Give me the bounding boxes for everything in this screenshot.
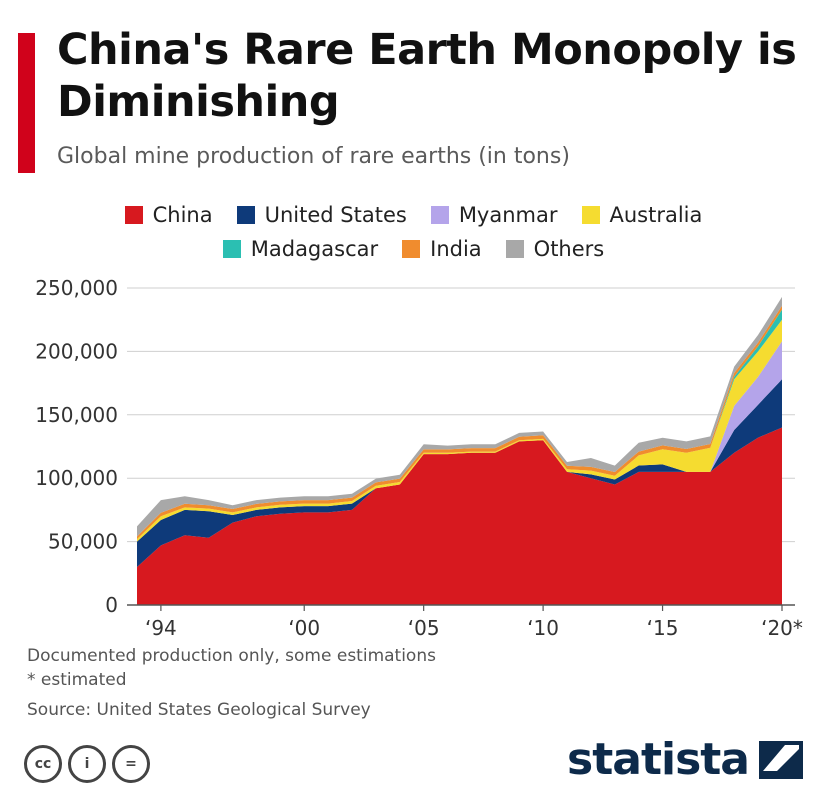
legend-item-madagascar: Madagascar xyxy=(222,237,379,261)
brand-name: statista xyxy=(567,734,750,785)
legend-item-china: China xyxy=(124,203,213,227)
y-tick-label: 200,000 xyxy=(35,339,118,363)
legend-swatch-madagascar xyxy=(222,240,241,258)
note-documented: Documented production only, some estimat… xyxy=(27,646,436,666)
legend-row-2: Madagascar India Others xyxy=(0,232,827,266)
chart-title: China's Rare Earth Monopoly is Diminishi… xyxy=(57,25,797,127)
legend-swatch-united-states xyxy=(236,206,255,224)
x-tick-label: ‘94 xyxy=(145,616,177,640)
legend-label: India xyxy=(430,237,482,261)
legend-label: Others xyxy=(533,237,605,261)
y-tick-label: 0 xyxy=(105,593,118,617)
source-note: Source: United States Geological Survey xyxy=(27,700,371,720)
legend-item-india: India xyxy=(402,237,482,261)
y-tick-label: 250,000 xyxy=(35,276,118,300)
area-chart: 0 50,000 100,000 150,000 200,000 250,000 ‘94 ‘0… xyxy=(35,276,803,640)
x-tick-label: ‘10 xyxy=(527,616,559,640)
legend-swatch-australia xyxy=(581,206,600,224)
legend-label: Madagascar xyxy=(250,237,379,261)
statista-logo[interactable]: statista xyxy=(567,734,803,785)
x-tick-label: ‘05 xyxy=(408,616,440,640)
legend-swatch-others xyxy=(505,240,524,258)
area-series-china xyxy=(137,427,782,605)
legend: China United States Myanmar Australia Ma… xyxy=(0,198,827,266)
legend-swatch-china xyxy=(124,206,143,224)
license-icons: cc i = xyxy=(24,745,150,783)
legend-swatch-india xyxy=(402,240,421,258)
no-derivatives-icon[interactable]: = xyxy=(112,745,150,783)
attribution-icon[interactable]: i xyxy=(68,745,106,783)
legend-item-australia: Australia xyxy=(581,203,703,227)
legend-item-united-states: United States xyxy=(236,203,407,227)
y-tick-label: 150,000 xyxy=(35,403,118,427)
area-series-group xyxy=(137,296,782,605)
legend-label: Myanmar xyxy=(458,203,558,227)
creative-commons-icon[interactable]: cc xyxy=(24,745,62,783)
legend-item-myanmar: Myanmar xyxy=(430,203,558,227)
x-tick-label: ‘15 xyxy=(647,616,679,640)
y-tick-label: 50,000 xyxy=(48,530,118,554)
legend-label: China xyxy=(152,203,213,227)
legend-swatch-myanmar xyxy=(430,206,449,224)
y-tick-label: 100,000 xyxy=(35,466,118,490)
x-tick-label: ‘00 xyxy=(288,616,320,640)
note-estimated: * estimated xyxy=(27,670,127,690)
legend-item-others: Others xyxy=(505,237,605,261)
statista-mark-icon xyxy=(759,740,803,779)
footer-notes: Documented production only, some estimat… xyxy=(27,644,436,722)
title-accent-bar xyxy=(18,33,35,173)
axes: 0 50,000 100,000 150,000 200,000 250,000 ‘94 ‘0… xyxy=(35,276,803,640)
legend-label: Australia xyxy=(609,203,703,227)
x-tick-label: ‘20* xyxy=(761,616,803,640)
chart-subtitle: Global mine production of rare earths (i… xyxy=(57,144,570,169)
legend-label: United States xyxy=(264,203,407,227)
legend-row-1: China United States Myanmar Australia xyxy=(0,198,827,232)
